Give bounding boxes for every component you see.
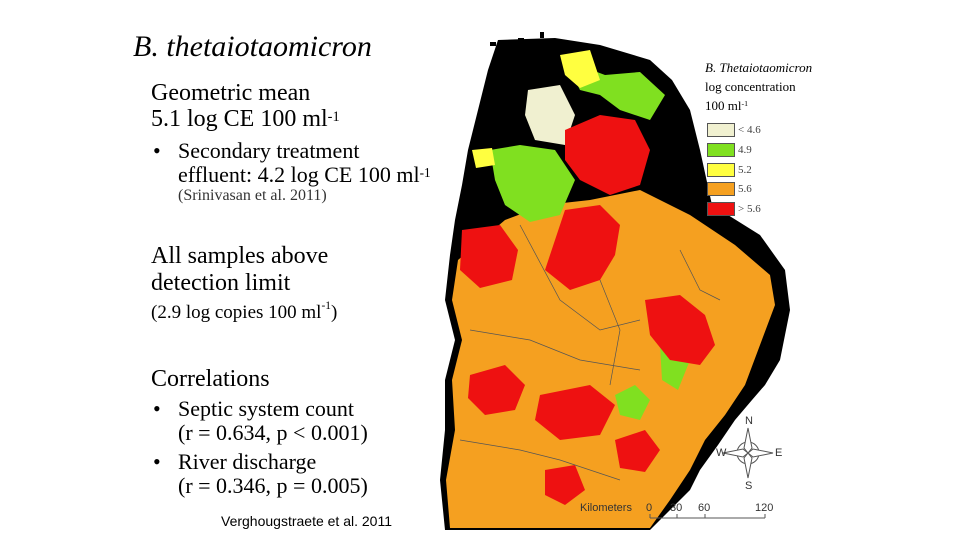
legend-title: B. Thetaiotaomicron log concentration 10… [705, 58, 812, 115]
detection-note-sup: -1 [321, 300, 331, 312]
compass-west: W [716, 447, 727, 459]
islands [490, 32, 544, 72]
region-yellow-west [472, 148, 495, 168]
region-pale [525, 85, 575, 145]
secondary-reference: (Srinivasan et al. 2011) [178, 187, 327, 204]
watershed-boundaries [459, 224, 721, 481]
correlation-item-1: Septic system count (r = 0.634, p < 0.00… [178, 397, 368, 445]
secondary-line2-text: effluent: 4.2 log CE 100 ml [178, 162, 420, 187]
region-yellow-north [560, 50, 600, 88]
scale-label: Kilometers [580, 502, 632, 514]
correlation-label-2: River discharge [178, 449, 317, 474]
detection-statement: All samples above detection limit [151, 243, 328, 297]
region-red-8 [545, 465, 585, 505]
correlations-heading: Correlations [151, 366, 270, 392]
region-red-1 [565, 115, 650, 195]
legend-swatch [707, 182, 735, 196]
scale-tick-30: 30 [670, 502, 683, 514]
legend-label: < 4.6 [738, 124, 761, 136]
legend-title-sup: -1 [741, 99, 748, 108]
region-orange-base [446, 190, 775, 528]
legend-item: > 5.6 [707, 202, 761, 216]
correlation-stat-1: (r = 0.634, p < 0.001) [178, 420, 368, 445]
region-green-west [490, 145, 575, 222]
legend-item: 5.6 [707, 182, 752, 196]
scale-tick-60: 60 [698, 502, 711, 514]
region-red-6 [535, 385, 615, 440]
legend-label: 5.6 [738, 183, 752, 195]
secondary-treatment: Secondary treatment effluent: 4.2 log CE… [178, 139, 431, 187]
geometric-mean-value: 5.1 log CE 100 ml-1 [151, 106, 340, 132]
legend-label: 5.2 [738, 164, 752, 176]
secondary-line1: Secondary treatment [178, 138, 360, 163]
secondary-line2: effluent: 4.2 log CE 100 ml-1 [178, 163, 431, 187]
legend-label: 4.9 [738, 144, 752, 156]
detection-line1: All samples above [151, 243, 329, 269]
compass-east: E [775, 447, 783, 459]
region-red-4 [645, 295, 715, 365]
detection-note-close: ) [330, 302, 338, 323]
detection-note: (2.9 log copies 100 ml-1) [151, 300, 338, 324]
detection-line2: detection limit [151, 270, 291, 296]
legend-item: 4.9 [707, 143, 752, 157]
compass-north: N [745, 415, 753, 427]
detection-note-text: (2.9 log copies 100 ml [151, 302, 322, 323]
geometric-mean-sup: -1 [327, 109, 340, 125]
correlation-bullet-2: • [153, 449, 161, 474]
correlation-bullet-1: • [153, 396, 161, 421]
geometric-mean-label: Geometric mean [151, 80, 311, 106]
region-red-3 [460, 225, 518, 288]
legend-item: < 4.6 [707, 123, 761, 137]
compass-south: S [745, 480, 753, 492]
region-red-5 [468, 365, 525, 415]
legend-title-line1: B. Thetaiotaomicron [705, 60, 813, 75]
geometric-mean-value-text: 5.1 log CE 100 ml [151, 106, 328, 132]
compass-rose [722, 427, 774, 479]
region-red-7 [615, 430, 660, 472]
slide-title: B. thetaiotaomicron [133, 30, 372, 63]
legend-swatch [707, 202, 735, 216]
legend-label: > 5.6 [738, 203, 761, 215]
geometric-mean: Geometric mean 5.1 log CE 100 ml-1 [151, 80, 340, 132]
legend-swatch [707, 143, 735, 157]
secondary-bullet: • [153, 138, 161, 163]
legend-item: 5.2 [707, 163, 752, 177]
legend-swatch [707, 123, 735, 137]
correlation-label-1: Septic system count [178, 396, 354, 421]
secondary-sup: -1 [419, 165, 431, 180]
scale-tick-0: 0 [646, 502, 653, 514]
correlation-item-2: River discharge (r = 0.346, p = 0.005) [178, 450, 368, 498]
correlation-stat-2: (r = 0.346, p = 0.005) [178, 473, 368, 498]
citation: Verghougstraete et al. 2011 [221, 513, 392, 529]
legend-swatch [707, 163, 735, 177]
legend-title-line2: log concentration [705, 79, 796, 94]
scale-bar [649, 514, 766, 519]
region-red-2 [545, 205, 620, 290]
legend-title-line3-text: 100 ml [705, 98, 742, 113]
scale-tick-120: 120 [755, 502, 774, 514]
region-green-south [615, 385, 650, 420]
legend-title-line3: 100 ml-1 [705, 96, 812, 115]
